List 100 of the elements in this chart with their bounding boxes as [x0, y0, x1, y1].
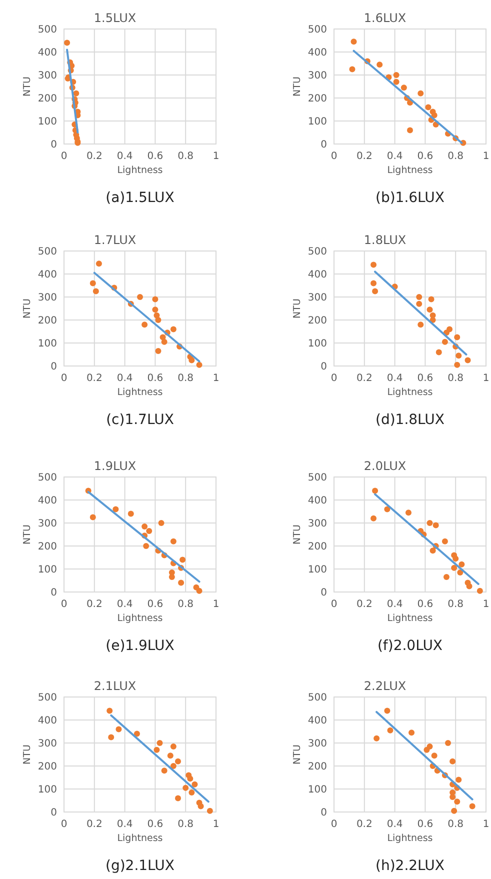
x-tick-label: 1: [482, 151, 490, 162]
point: [143, 543, 150, 549]
x-tick-label: 0.6: [147, 599, 164, 610]
x-tick-label: 0: [330, 151, 338, 162]
x-axis-title: Lightness: [387, 387, 433, 398]
y-tick-label: 500: [308, 472, 327, 484]
x-tick-label: 0.6: [147, 373, 164, 384]
point: [198, 803, 204, 810]
text: (a)1.5LUX: [106, 190, 175, 206]
point: [350, 38, 357, 45]
x-tick-label: 0.8: [178, 373, 194, 384]
text: (e)1.9LUX: [106, 638, 175, 654]
y-tick-label: 300: [308, 70, 327, 82]
point: [90, 514, 96, 520]
y-axis-title: NTU: [22, 298, 33, 318]
point: [137, 294, 143, 300]
x-axis-title: Lightness: [117, 165, 163, 176]
point: [161, 338, 168, 345]
y-tick-label: 200: [308, 94, 327, 104]
x-axis-title: Lightness: [117, 387, 163, 398]
point: [370, 280, 377, 286]
y-tick-label: 100: [308, 116, 327, 128]
x-tick-label: 0.8: [178, 151, 194, 162]
x-tick-label: 0.4: [116, 151, 133, 162]
x-tick-label: 0.6: [417, 599, 434, 610]
text: (h)2.2LUX: [375, 858, 445, 874]
y-tick-label: 500: [38, 246, 57, 258]
x-tick-label: 0.8: [448, 599, 464, 610]
y-tick-label: 100: [38, 784, 57, 796]
point: [430, 548, 436, 554]
x-tick-label: 0.2: [86, 373, 102, 384]
y-tick-label: 500: [38, 472, 57, 484]
point: [112, 506, 119, 512]
y-tick-label: 400: [308, 496, 327, 506]
y-tick-label: 200: [38, 316, 57, 326]
x-tick-label: 0.4: [116, 599, 133, 610]
point: [64, 40, 70, 46]
point: [142, 523, 148, 530]
point: [108, 734, 114, 740]
y-tick-label: 0: [50, 588, 57, 598]
point: [187, 776, 194, 782]
y-axis-title: NTU: [292, 524, 303, 544]
x-tick-label: 1: [482, 819, 490, 830]
point: [407, 127, 413, 134]
x-tick-label: 1: [212, 373, 220, 384]
x-tick-label: 0.6: [147, 819, 164, 830]
y-tick-label: 400: [38, 48, 57, 58]
point: [443, 574, 450, 580]
y-tick-label: 100: [38, 116, 57, 128]
x-tick-label: 0: [330, 373, 338, 384]
point: [416, 294, 422, 300]
x-tick-label: 0.2: [356, 819, 372, 830]
x-tick-label: 0.8: [448, 151, 464, 162]
point: [469, 803, 476, 810]
x-tick-label: 0.2: [86, 151, 102, 162]
point: [370, 515, 377, 522]
x-tick-label: 0.4: [116, 819, 133, 830]
y-tick-label: 400: [38, 496, 57, 506]
x-tick-label: 0.6: [417, 373, 434, 384]
point: [384, 506, 390, 512]
x-tick-label: 0.6: [417, 819, 434, 830]
point: [416, 300, 422, 307]
y-tick-label: 500: [38, 692, 57, 704]
point: [426, 306, 433, 313]
y-tick-label: 300: [308, 518, 327, 530]
x-tick-label: 0.6: [147, 151, 164, 162]
y-tick-label: 500: [38, 24, 57, 36]
point: [384, 708, 390, 714]
y-tick-label: 200: [38, 762, 57, 772]
y-axis-title: NTU: [22, 744, 33, 764]
point: [188, 357, 195, 364]
y-axis-title: NTU: [22, 76, 33, 96]
point: [374, 735, 380, 742]
y-tick-label: 100: [308, 338, 327, 350]
y-tick-label: 100: [38, 338, 57, 350]
point: [90, 280, 96, 286]
point: [376, 62, 383, 68]
point: [146, 528, 152, 534]
point: [196, 588, 202, 594]
point: [428, 296, 434, 302]
y-tick-label: 100: [308, 784, 327, 796]
x-tick-label: 0.4: [386, 151, 403, 162]
x-tick-label: 0.4: [386, 373, 403, 384]
y-axis-title: NTU: [22, 524, 33, 544]
y-tick-label: 400: [308, 270, 327, 280]
point: [454, 798, 460, 805]
chart-title: 2.0LUX: [364, 459, 406, 473]
point: [154, 746, 160, 753]
point: [142, 322, 148, 328]
point: [158, 520, 164, 526]
x-axis-title: Lightness: [387, 833, 433, 844]
point: [418, 322, 424, 328]
x-tick-label: 0.2: [356, 599, 372, 610]
y-tick-label: 200: [308, 316, 327, 326]
x-tick-label: 1: [212, 151, 220, 162]
point: [96, 260, 102, 267]
point: [134, 730, 140, 737]
y-tick-label: 100: [38, 564, 57, 576]
x-tick-label: 0: [60, 599, 68, 610]
x-tick-label: 1: [482, 373, 490, 384]
